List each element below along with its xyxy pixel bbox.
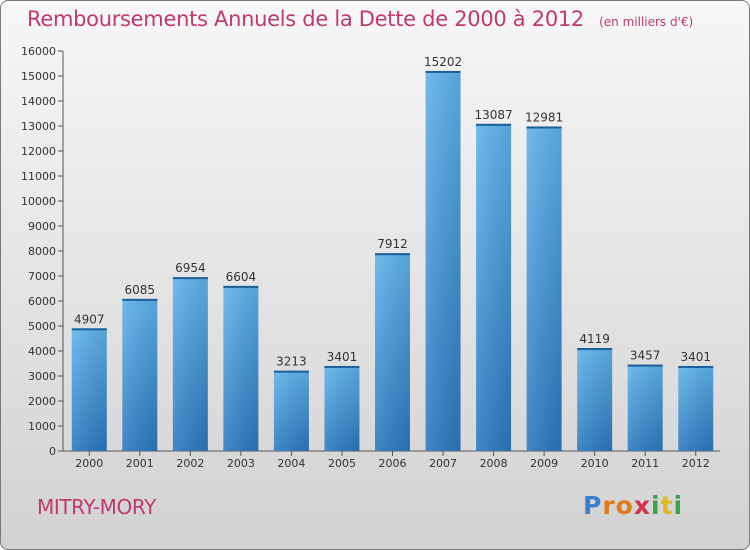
- bar-top-edge-2009: [526, 126, 562, 129]
- chart-title: Remboursements Annuels de la Dette de 20…: [27, 7, 584, 31]
- bar-value-label: 12981: [525, 110, 563, 124]
- x-tick-label: 2007: [429, 457, 457, 470]
- bar-top-edge-2001: [122, 298, 158, 301]
- y-tick-label: 10000: [21, 195, 56, 208]
- y-tick-label: 7000: [28, 270, 56, 283]
- bar-shade-2007: [425, 70, 461, 451]
- bar-value-label: 6954: [175, 261, 206, 275]
- bar-top-edge-2011: [627, 364, 663, 367]
- bar-value-label: 3213: [276, 355, 307, 369]
- bar-top-edge-2005: [324, 365, 360, 368]
- x-tick-label: 2003: [227, 457, 255, 470]
- y-tick-label: 14000: [21, 95, 56, 108]
- y-tick-label: 12000: [21, 145, 56, 158]
- bar-value-label: 7912: [377, 237, 408, 251]
- bar-shade-2003: [223, 285, 259, 451]
- bar-value-label: 3401: [327, 350, 358, 364]
- y-tick-label: 16000: [21, 45, 56, 58]
- bar-value-label: 6085: [125, 283, 156, 297]
- bar-shade-2004: [273, 370, 309, 451]
- y-tick-label: 4000: [28, 345, 56, 358]
- bar-shade-2000: [71, 328, 107, 451]
- y-tick-label: 6000: [28, 295, 56, 308]
- y-tick-label: 5000: [28, 320, 56, 333]
- bar-shade-2009: [526, 126, 562, 451]
- bar-top-edge-2012: [678, 365, 714, 368]
- bar-value-label: 3457: [630, 349, 661, 363]
- bar-value-label: 6604: [226, 270, 257, 284]
- x-tick-label: 2001: [126, 457, 154, 470]
- bar-shade-2012: [678, 365, 714, 451]
- bar-value-label: 4907: [74, 312, 105, 326]
- y-tick-label: 0: [49, 445, 56, 458]
- x-tick-label: 2010: [581, 457, 609, 470]
- bar-top-edge-2003: [223, 285, 259, 288]
- y-tick-label: 9000: [28, 220, 56, 233]
- bar-top-edge-2002: [172, 277, 208, 280]
- y-tick-label: 11000: [21, 170, 56, 183]
- x-tick-label: 2009: [530, 457, 558, 470]
- x-tick-label: 2002: [176, 457, 204, 470]
- x-tick-label: 2011: [631, 457, 659, 470]
- x-tick-label: 2000: [75, 457, 103, 470]
- bar-value-label: 15202: [424, 55, 462, 69]
- bar-shade-2010: [577, 348, 613, 451]
- bar-shade-2005: [324, 365, 360, 451]
- chart-subtitle: (en milliers d'€): [599, 15, 694, 29]
- commune-name: MITRY-MORY: [37, 495, 156, 519]
- x-tick-label: 2004: [277, 457, 305, 470]
- chart-title-group: Remboursements Annuels de la Dette de 20…: [27, 7, 693, 31]
- proxiti-logo: Proxiti: [583, 491, 684, 520]
- bar-top-edge-2008: [476, 123, 512, 126]
- y-tick-label: 8000: [28, 245, 56, 258]
- bar-top-edge-2000: [71, 328, 107, 331]
- y-tick-label: 1000: [28, 420, 56, 433]
- bar-shade-2011: [627, 364, 663, 451]
- bar-top-edge-2006: [375, 253, 410, 256]
- y-tick-label: 15000: [21, 70, 56, 83]
- x-tick-label: 2012: [682, 457, 710, 470]
- bar-shade-2002: [172, 277, 208, 451]
- bar-top-edge-2007: [425, 70, 461, 73]
- y-tick-label: 3000: [28, 370, 56, 383]
- bar-top-edge-2004: [273, 370, 309, 373]
- x-tick-label: 2006: [379, 457, 407, 470]
- bar-value-label: 3401: [680, 350, 711, 364]
- y-tick-label: 2000: [28, 395, 56, 408]
- bar-shade-2006: [375, 253, 410, 451]
- x-tick-label: 2008: [480, 457, 508, 470]
- bar-top-edge-2010: [577, 348, 613, 351]
- bar-value-label: 4119: [579, 332, 610, 346]
- x-tick-label: 2005: [328, 457, 356, 470]
- bar-value-label: 13087: [474, 108, 512, 122]
- bar-shade-2008: [476, 123, 512, 451]
- bar-shade-2001: [122, 298, 158, 451]
- y-tick-label: 13000: [21, 120, 56, 133]
